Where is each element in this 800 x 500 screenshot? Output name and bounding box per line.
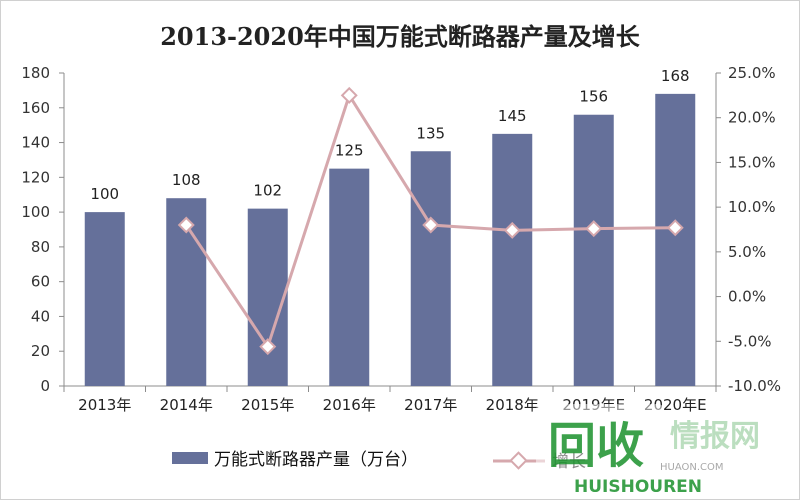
growth-line-series bbox=[177, 86, 684, 356]
x-tick-label: 2013年 bbox=[78, 396, 131, 414]
growth-point-marker bbox=[422, 216, 440, 234]
y-left-tick-label: 40 bbox=[31, 307, 50, 325]
growth-point-marker bbox=[503, 221, 521, 239]
y-right-tick-label: 0.0% bbox=[728, 288, 766, 306]
growth-point-marker bbox=[585, 220, 603, 238]
y-right-tick-label: 10.0% bbox=[728, 198, 776, 216]
bar-data-label: 156 bbox=[579, 88, 608, 106]
bar bbox=[492, 133, 533, 386]
growth-point-marker bbox=[177, 216, 195, 234]
watermark-mark-text: 回收 bbox=[548, 418, 644, 474]
bar-data-label: 135 bbox=[416, 124, 445, 142]
bar bbox=[410, 151, 451, 386]
growth-point-marker bbox=[340, 86, 358, 104]
chart-title: 2013-2020年中国万能式断路器产量及增长 bbox=[160, 22, 641, 51]
bar-data-label: 100 bbox=[90, 185, 119, 203]
bar bbox=[573, 114, 614, 386]
y-left-tick-label: 60 bbox=[31, 273, 50, 291]
y-right-tick-label: 20.0% bbox=[728, 109, 776, 127]
y-left-tick-label: 140 bbox=[21, 134, 50, 152]
watermark-logo: 回收 情报网 HUAON.COM HUISHOUREN bbox=[536, 404, 760, 497]
watermark-site-text: 情报网 bbox=[670, 419, 760, 454]
bar-data-label: 102 bbox=[253, 182, 282, 200]
x-tick-label: 2015年 bbox=[241, 396, 294, 414]
legend: 万能式断路器产量（万台） 增长 bbox=[172, 450, 586, 472]
y-right-tick-label: 15.0% bbox=[728, 153, 776, 171]
growth-point-marker bbox=[259, 338, 277, 356]
y-left-tick-label: 20 bbox=[31, 342, 50, 360]
bar-data-label: 125 bbox=[335, 142, 364, 160]
y-right-tick-label: 25.0% bbox=[728, 64, 776, 82]
y-right-tick-label: -5.0% bbox=[728, 332, 772, 350]
y-left-tick-label: 160 bbox=[21, 99, 50, 117]
bar-data-labels: 100 108 102 125 135 145 156 168 bbox=[90, 67, 689, 203]
bar bbox=[84, 212, 125, 386]
watermark-domain-text: HUISHOUREN bbox=[574, 477, 702, 497]
y-left-tick-label: 100 bbox=[21, 203, 50, 221]
x-tick-label: 2014年 bbox=[160, 396, 213, 414]
growth-point-marker bbox=[666, 219, 684, 237]
x-tick-label: 2016年 bbox=[323, 396, 376, 414]
legend-line-marker bbox=[509, 451, 528, 470]
bar-data-label: 108 bbox=[172, 171, 201, 189]
watermark-backdrop bbox=[536, 404, 664, 482]
y-left-tick-label: 0 bbox=[40, 377, 50, 395]
y-left-tick-label: 120 bbox=[21, 168, 50, 186]
x-tick-label: 2017年 bbox=[404, 396, 457, 414]
bar-series bbox=[84, 93, 696, 386]
x-tick-label: 2018年 bbox=[486, 396, 539, 414]
legend-bar-label: 万能式断路器产量（万台） bbox=[214, 450, 418, 470]
legend-bar-swatch bbox=[172, 452, 208, 464]
watermark-sub-text: HUAON.COM bbox=[660, 462, 724, 473]
bar-data-label: 168 bbox=[661, 67, 690, 85]
y-right-tick-label: 5.0% bbox=[728, 243, 766, 261]
y-right-tick-label: -10.0% bbox=[728, 377, 781, 395]
bar bbox=[247, 208, 288, 386]
bar-data-label: 145 bbox=[498, 107, 527, 125]
y-left-tick-label: 80 bbox=[31, 238, 50, 256]
bar bbox=[329, 168, 370, 386]
y-left-tick-label: 180 bbox=[21, 64, 50, 82]
bar bbox=[655, 93, 696, 386]
